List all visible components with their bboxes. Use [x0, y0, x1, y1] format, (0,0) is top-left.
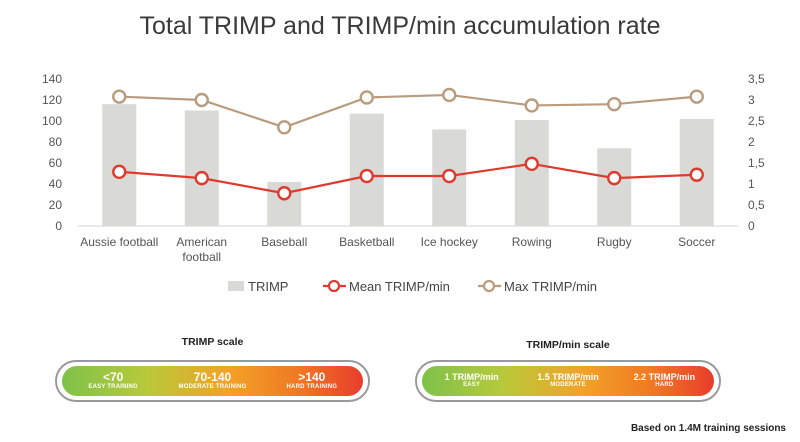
y-left-tick-label: 100	[42, 114, 62, 128]
point-mean-trimp-min	[524, 156, 539, 172]
y-right-tick-label: 3,5	[748, 72, 765, 86]
bar-trimp	[184, 110, 219, 226]
rate-scale-moderate: 1.5 TRIMP/min MODERATE	[518, 366, 617, 396]
point-mean-trimp-min	[112, 164, 127, 180]
x-tick-label: Rowing	[512, 235, 552, 249]
point-mean-trimp-min	[277, 186, 292, 201]
trimp-scale-bar: <70 EASY TRAINING 70-140 MODERATE TRAINI…	[55, 360, 370, 402]
y-right-tick-label: 2,5	[748, 114, 765, 128]
rate-hard-value: 2.2 TRIMP/min	[633, 371, 696, 382]
y-right-tick-label: 3	[748, 93, 755, 107]
legend-label-mean: Mean TRIMP/min	[349, 279, 450, 294]
y-right-tick-label: 2	[748, 135, 755, 149]
trimp-hard-value: >140	[298, 370, 326, 385]
rate-scale-gradient: 1 TRIMP/min EASY 1.5 TRIMP/min MODERATE …	[422, 366, 714, 396]
point-max-trimp-min	[524, 98, 539, 113]
x-tick-label: football	[182, 250, 221, 264]
point-mean-trimp-min	[607, 170, 622, 186]
rate-easy-value: 1 TRIMP/min	[444, 371, 499, 382]
y-left-tick-label: 20	[49, 198, 63, 212]
trimp-easy-label: EASY TRAINING	[88, 383, 138, 390]
x-tick-label: Baseball	[261, 235, 307, 249]
rate-scale-hard: 2.2 TRIMP/min HARD	[615, 366, 714, 396]
x-tick-label: Basketball	[339, 235, 394, 249]
bar-trimp	[597, 148, 632, 226]
rate-moderate-label: MODERATE	[550, 382, 586, 389]
legend-label-trimp: TRIMP	[248, 279, 288, 294]
y-left-tick-label: 140	[42, 72, 62, 86]
point-mean-trimp-min	[194, 170, 209, 186]
chart-title: Total TRIMP and TRIMP/min accumulation r…	[139, 12, 661, 40]
rate-scale-easy: 1 TRIMP/min EASY	[422, 366, 521, 396]
combo-chart: 0 20 40 60 80 100 120 140 0 0,5 1 1,5 2 2,5 3 3,5 Aussie…	[42, 72, 765, 294]
x-tick-label: Soccer	[678, 235, 715, 249]
line-max-trimp-min	[119, 93, 697, 129]
y-right-tick-label: 1	[748, 177, 755, 191]
trimp-moderate-label: MODERATE TRAINING	[178, 383, 247, 390]
x-tick-label: Ice hockey	[421, 235, 478, 249]
x-tick-label: Rugby	[597, 235, 632, 249]
trimp-scale-easy: <70 EASY TRAINING	[62, 366, 164, 396]
y-right-tick-label: 1,5	[748, 156, 765, 170]
point-max-trimp-min	[359, 90, 374, 105]
legend-label-max: Max TRIMP/min	[504, 279, 597, 294]
trimp-scale-moderate: 70-140 MODERATE TRAINING	[158, 366, 266, 396]
y-right-tick-label: 0	[748, 219, 755, 233]
line-mean-trimp-min	[119, 162, 697, 195]
legend-marker-mean	[327, 279, 341, 293]
point-max-trimp-min	[277, 120, 292, 135]
y-left-tick-label: 40	[49, 177, 63, 191]
legend-swatch-trimp	[228, 281, 244, 291]
trimp-easy-value: <70	[102, 370, 124, 385]
rate-hard-label: HARD	[655, 382, 674, 389]
point-max-trimp-min	[689, 89, 704, 104]
y-left-tick-label: 60	[49, 156, 63, 170]
y-left-tick-label: 80	[49, 135, 63, 149]
rate-moderate-value: 1.5 TRIMP/min	[537, 371, 599, 382]
x-tick-label: American	[176, 235, 227, 249]
point-mean-trimp-min	[359, 168, 374, 184]
point-max-trimp-min	[442, 87, 457, 103]
trimp-scale-title: TRIMP scale	[181, 336, 244, 348]
bar-trimp	[514, 119, 549, 226]
point-mean-trimp-min	[442, 168, 457, 184]
y-right-tick-label: 0,5	[748, 198, 765, 212]
point-max-trimp-min	[607, 96, 622, 112]
y-left-tick-label: 0	[55, 219, 62, 233]
point-max-trimp-min	[194, 92, 209, 108]
footnote: Based on 1.4M training sessions	[630, 423, 786, 434]
point-max-trimp-min	[112, 89, 127, 104]
trimp-hard-label: HARD TRAINING	[286, 383, 338, 390]
x-tick-label: Aussie football	[80, 235, 158, 249]
rate-scale-bar: 1 TRIMP/min EASY 1.5 TRIMP/min MODERATE …	[415, 360, 721, 402]
point-mean-trimp-min	[689, 167, 704, 182]
legend-marker-max	[482, 279, 496, 293]
rate-easy-label: EASY	[463, 382, 481, 389]
trimp-scale-hard: >140 HARD TRAINING	[261, 366, 363, 396]
y-left-tick-label: 120	[42, 93, 62, 107]
rate-scale-title: TRIMP/min scale	[526, 339, 610, 351]
trimp-moderate-value: 70-140	[193, 370, 232, 385]
trimp-scale-gradient: <70 EASY TRAINING 70-140 MODERATE TRAINI…	[62, 366, 363, 396]
